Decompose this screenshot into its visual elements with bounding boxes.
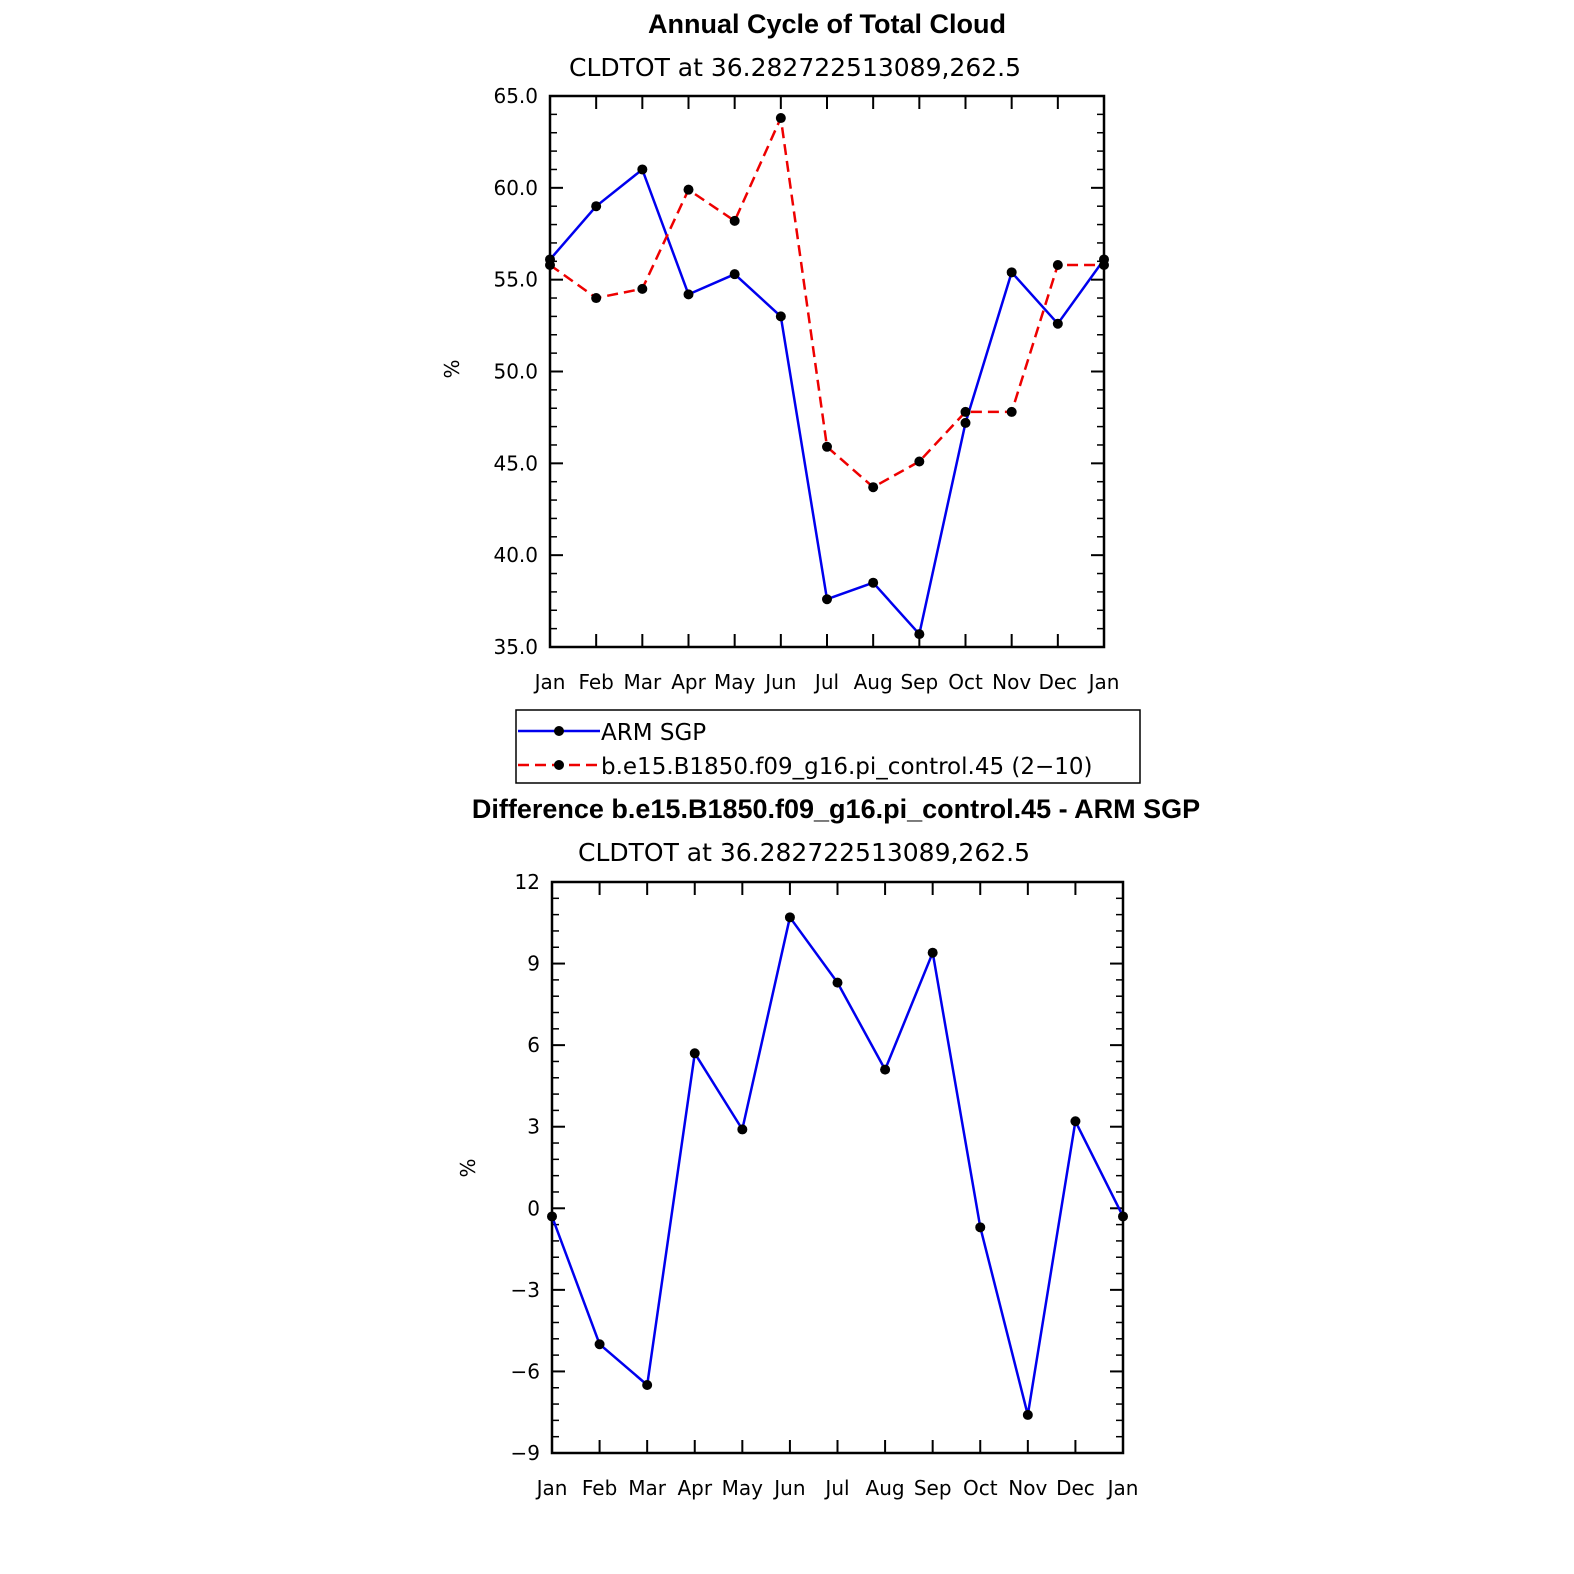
chart2-series-0-point (832, 977, 843, 988)
legend-label-model: b.e15.B1850.f09_g16.pi_control.45 (2−10) (601, 754, 1093, 780)
chart2-plot: −9 −6 −3 0 3 6 9 12 Jan Feb Mar Apr May Jun Jul Aug Sep O… (511, 870, 1139, 1500)
chart1-series-0-point (775, 311, 786, 322)
chart1-ytick-label: 60.0 (493, 176, 538, 200)
chart1-ytick-label: 50.0 (493, 360, 538, 384)
chart1-series-0-line (549, 168, 1106, 636)
chart2-xtick-label: Dec (1056, 1476, 1095, 1500)
legend-box (515, 709, 1141, 784)
chart1-xtick-label: Jan (533, 670, 566, 694)
chart1-series-0-point (729, 269, 740, 280)
chart2-subtitle: CLDTOT at 36.282722513089,262.5 (578, 838, 1030, 867)
chart1-ytick-label: 65.0 (493, 84, 538, 108)
chart2-ytick-label: 9 (527, 952, 540, 976)
chart1-series-1-line (549, 116, 1104, 489)
chart2-ytick-label: −3 (511, 1278, 540, 1302)
chart2-series-0-point (737, 1124, 748, 1135)
chart2-xtick-label: Jun (772, 1476, 805, 1500)
chart1-series-1-point (637, 283, 648, 294)
chart2-series-0-point (547, 1211, 557, 1222)
chart2-xtick-label: Sep (914, 1476, 952, 1500)
chart1-series-1-point (960, 406, 971, 417)
chart1-plot: 35.0 40.0 45.0 50.0 55.0 60.0 65.0 Jan Feb Mar Apr… (493, 84, 1119, 694)
chart2-xtick-label: Nov (1008, 1476, 1047, 1500)
chart1-series-0-point (1052, 318, 1063, 329)
chart1-xtick-label: Jul (813, 670, 839, 694)
chart2-series-0-point (1022, 1409, 1033, 1420)
legend-label-arm-sgp: ARM SGP (601, 720, 706, 746)
chart1-title: Annual Cycle of Total Cloud (648, 9, 1006, 39)
chart2-xtick-label: Jan (535, 1476, 568, 1500)
chart2-series-0-line (550, 916, 1125, 1417)
chart1-series-1-point (545, 259, 555, 270)
chart1-series-1-point (729, 215, 740, 226)
chart2-series-0-point (642, 1380, 653, 1391)
chart2-ytick-label: 12 (515, 870, 540, 894)
chart2-xtick-label: Apr (677, 1476, 712, 1500)
chart2-ytick-label: −9 (511, 1441, 540, 1465)
chart2-series-0-point (1070, 1116, 1081, 1127)
chart1-series-1-point (683, 184, 694, 195)
chart1-xtick-label: Apr (671, 670, 706, 694)
chart1-series-0-point (822, 594, 832, 605)
chart1-xtick-label: Nov (992, 670, 1031, 694)
chart1-xtick-label: Sep (900, 670, 938, 694)
chart1-xtick-label: Oct (948, 670, 983, 694)
chart2-frame (550, 880, 1125, 1455)
chart2-xtick-label: Feb (582, 1476, 617, 1500)
chart1-ytick-label: 55.0 (493, 268, 538, 292)
chart2-ylabel: % (456, 1158, 480, 1177)
chart1-ylabel: % (440, 359, 464, 378)
chart1-xtick-label: Jan (1087, 670, 1120, 694)
chart1-frame (548, 94, 1106, 649)
chart2-series-0-point (594, 1339, 605, 1350)
chart2-series-0-point (927, 947, 938, 958)
chart1-series-0-point (914, 629, 925, 640)
chart1-xtick-label: Mar (623, 670, 662, 694)
chart1-ytick-label: 40.0 (493, 543, 538, 567)
chart2-series-0-point (1118, 1211, 1128, 1222)
chart1-series-1-point (914, 456, 925, 467)
chart1-xtick-label: Jun (763, 670, 796, 694)
legend-marker-arm-sgp (554, 726, 564, 736)
chart2-ytick-label: 0 (527, 1196, 540, 1220)
chart2-ytick-label: 3 (527, 1115, 540, 1139)
chart1-series-1-point (868, 482, 879, 493)
chart2-series-0-point (784, 912, 795, 923)
chart1-series-1-point (591, 293, 602, 304)
chart2-xtick-label: Oct (963, 1476, 998, 1500)
chart2-xtick-label: Mar (628, 1476, 667, 1500)
chart2-xtick-label: Aug (866, 1476, 905, 1500)
chart1-series-1-point (822, 441, 832, 452)
chart2-xtick-label: Jan (1106, 1476, 1139, 1500)
chart1-ytick-label: 45.0 (493, 451, 538, 475)
legend-marker-model (554, 760, 564, 770)
chart1-series-0-point (868, 577, 879, 588)
chart2-series-0-point (975, 1222, 986, 1233)
chart1-series-0-point (960, 417, 971, 428)
chart1-series-1-point (775, 113, 786, 124)
chart1-series-0-point (591, 201, 602, 212)
chart1-xtick-label: May (714, 670, 756, 694)
chart1-series-0-point (683, 289, 694, 300)
chart1-series-0-point (637, 164, 648, 175)
legend: ARM SGP b.e15.B1850.f09_g16.pi_control.4… (515, 709, 1141, 784)
chart1-xtick-label: Feb (578, 670, 613, 694)
chart1-series-1-point (1052, 259, 1063, 270)
chart1-series-1-point (1099, 259, 1109, 270)
chart2-series-0-point (689, 1048, 700, 1059)
chart1-xtick-label: Dec (1038, 670, 1077, 694)
chart1-series-0-point (1006, 267, 1017, 278)
chart2-xtick-label: May (722, 1476, 764, 1500)
chart1-subtitle: CLDTOT at 36.282722513089,262.5 (569, 53, 1021, 82)
chart2-ytick-label: −6 (511, 1359, 540, 1383)
chart1-xtick-label: Aug (854, 670, 893, 694)
chart2-series-0-point (880, 1064, 891, 1075)
chart1-ytick-label: 35.0 (493, 635, 538, 659)
chart1-series-1-point (1006, 406, 1017, 417)
chart2-title: Difference b.e15.B1850.f09_g16.pi_contro… (472, 794, 1200, 824)
chart2-ytick-label: 6 (527, 1033, 540, 1057)
chart2-xtick-label: Jul (823, 1476, 849, 1500)
